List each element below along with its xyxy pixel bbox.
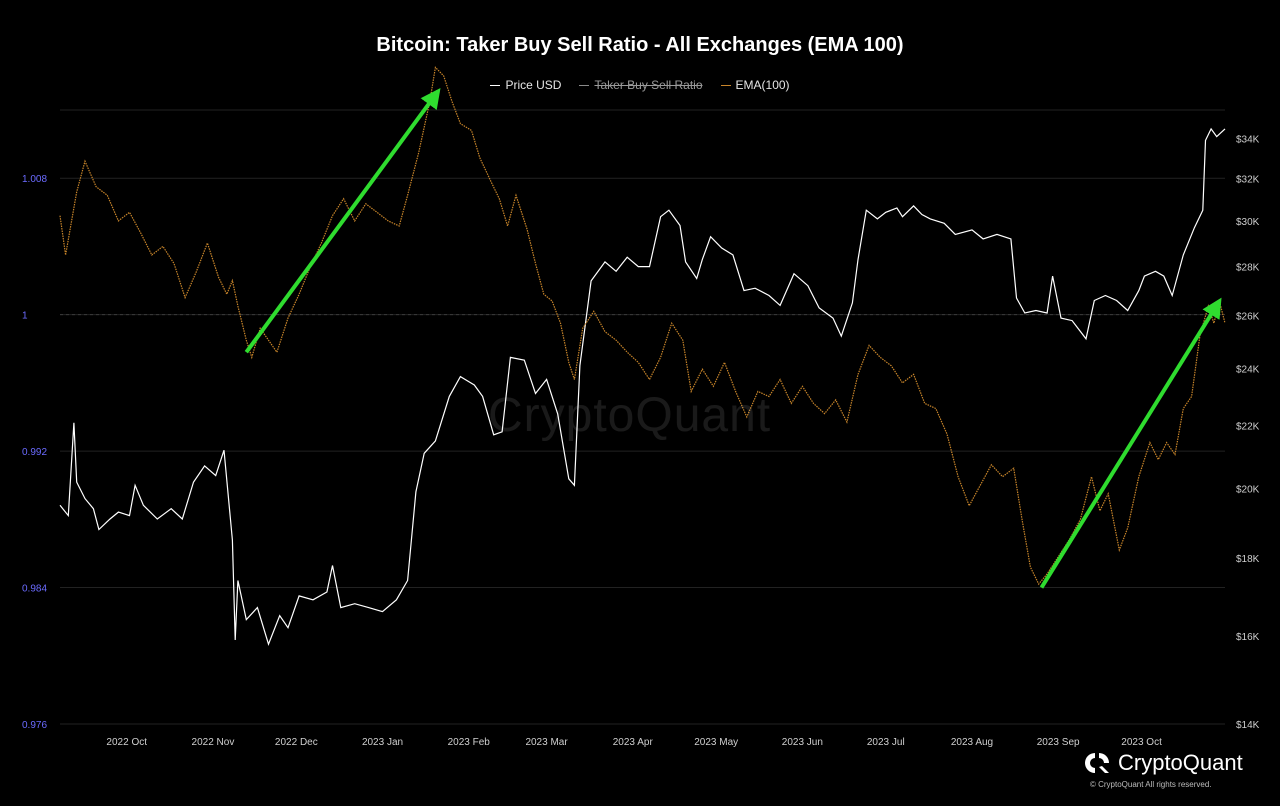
cryptoquant-logo-icon — [1085, 753, 1109, 773]
x-tick-label: 2023 Jul — [867, 737, 905, 748]
brand-block: CryptoQuant — [1082, 750, 1243, 776]
brand-name: CryptoQuant — [1118, 750, 1243, 775]
y-right-tick-label: $32K — [1236, 174, 1260, 185]
legend-swatch-ema-100 — [720, 84, 731, 86]
x-tick-label: 2023 Feb — [448, 737, 491, 748]
y-right-tick-label: $16K — [1236, 632, 1260, 643]
y-right-tick-label: $14K — [1236, 720, 1260, 731]
legend-label-price-usd: Price USD — [505, 78, 562, 92]
y-right-tick-label: $28K — [1236, 263, 1260, 274]
series-lines — [59, 66, 1226, 647]
x-tick-label: 2023 Aug — [951, 737, 993, 748]
y-axis-left: 0.976 0.984 0.992 1 1.008 — [22, 174, 47, 731]
x-tick-label: 2023 Jan — [362, 737, 403, 748]
legend-swatch-taker-buy-sell-ratio — [579, 84, 590, 86]
y-left-tick-label: 0.976 — [22, 720, 47, 731]
x-tick-label: 2023 Oct — [1121, 737, 1162, 748]
x-tick-label: 2023 May — [694, 737, 738, 748]
x-tick-label: 2023 Sep — [1037, 737, 1080, 748]
legend-label-ema-100: EMA(100) — [735, 78, 790, 92]
y-left-tick-label: 1 — [22, 311, 28, 322]
x-tick-label: 2023 Mar — [525, 737, 568, 748]
chart-title: Bitcoin: Taker Buy Sell Ratio - All Exch… — [376, 34, 904, 56]
legend-label-taker-buy-sell-ratio: Taker Buy Sell Ratio — [594, 78, 703, 92]
y-right-tick-label: $34K — [1236, 134, 1260, 145]
y-right-tick-label: $18K — [1236, 554, 1260, 565]
legend-swatch-price-usd — [490, 84, 501, 86]
grid-lines — [60, 109, 1225, 725]
x-tick-label: 2022 Nov — [192, 737, 235, 748]
x-axis: 2022 Oct 2022 Nov 2022 Dec 2023 Jan 2023 Feb… — [106, 737, 1162, 748]
y-left-tick-label: 1.008 — [22, 174, 47, 185]
y-right-tick-label: $30K — [1236, 217, 1260, 228]
legend-item-ema-100[interactable]: EMA(100) — [720, 78, 790, 92]
x-tick-label: 2022 Oct — [106, 737, 147, 748]
x-tick-label: 2023 Apr — [613, 737, 654, 748]
y-right-tick-label: $22K — [1236, 422, 1260, 433]
chart-legend: Price USD Taker Buy Sell Ratio EMA(100) — [0, 78, 1280, 92]
annotations — [244, 88, 1222, 589]
y-left-tick-label: 0.992 — [22, 447, 47, 458]
legend-item-price-usd[interactable]: Price USD — [490, 78, 561, 92]
y-left-tick-label: 0.984 — [22, 584, 47, 595]
y-right-tick-label: $20K — [1236, 485, 1260, 496]
series-line-ema-100 — [59, 66, 1226, 586]
legend-item-taker-buy-sell-ratio[interactable]: Taker Buy Sell Ratio — [579, 78, 703, 92]
green-trend-arrow — [1039, 297, 1222, 589]
copyright-notice: © CryptoQuant All rights reserved. — [1090, 780, 1212, 789]
series-line-price-usd — [59, 127, 1226, 647]
y-axis-right: $14K $16K $18K $20K $22K $24K $26K $28K $30K $32K… — [1236, 134, 1260, 731]
y-right-tick-label: $26K — [1236, 312, 1260, 323]
green-trend-arrow — [244, 88, 441, 354]
y-right-tick-label: $24K — [1236, 364, 1260, 375]
x-tick-label: 2022 Dec — [275, 737, 318, 748]
x-tick-label: 2023 Jun — [782, 737, 823, 748]
